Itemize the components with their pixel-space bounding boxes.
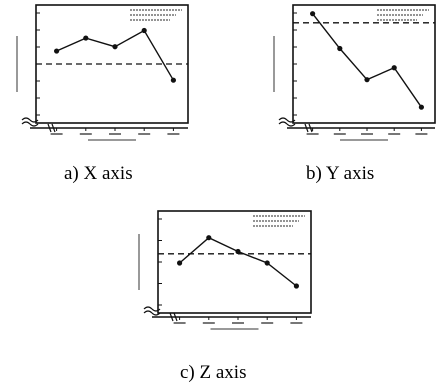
data-point <box>141 27 147 34</box>
axis-break-mark <box>143 306 161 312</box>
data-point <box>83 35 89 41</box>
axis-break-mark <box>169 312 178 322</box>
data-point <box>310 11 316 17</box>
x-tick-label-mark <box>290 322 303 324</box>
x-tick-label-mark <box>333 133 346 135</box>
x-tick-label-mark <box>202 322 215 324</box>
x-tick-label-mark <box>232 322 244 324</box>
data-point <box>206 235 212 241</box>
y-axis-label-mark <box>16 36 18 92</box>
chart-z-axis <box>138 210 312 330</box>
data-point <box>293 283 299 289</box>
axis-break-mark <box>278 117 296 123</box>
data-point <box>418 104 424 110</box>
axis-break-mark <box>143 310 161 316</box>
x-axis-label-mark <box>340 139 388 141</box>
x-tick-label-mark <box>388 133 401 135</box>
legend <box>377 9 429 21</box>
y-axis-label-mark <box>273 36 275 92</box>
x-axis-label-mark <box>210 328 259 330</box>
series-line <box>312 13 422 108</box>
x-tick-label-mark <box>415 133 428 135</box>
caption-y-axis: b) Y axis <box>306 163 375 184</box>
data-point <box>364 77 370 83</box>
legend <box>253 215 305 227</box>
axis-break-mark <box>304 123 313 133</box>
data-point <box>264 260 270 266</box>
chart-panel-x <box>0 0 200 141</box>
chart-y-axis <box>273 4 436 141</box>
x-tick-label-mark <box>167 133 180 135</box>
axis-break-mark <box>278 121 296 127</box>
axis-break-mark <box>21 117 39 123</box>
data-point <box>391 65 397 71</box>
chart-panel-z <box>125 205 315 350</box>
axis-break-mark <box>21 121 39 127</box>
data-point <box>170 77 176 83</box>
y-axis-label-mark <box>138 234 140 290</box>
chart-panel-y <box>252 0 441 141</box>
x-tick-label-mark <box>306 133 319 135</box>
data-point <box>177 260 183 266</box>
x-axis-label-mark <box>88 139 136 141</box>
legend <box>130 9 182 21</box>
x-tick-label-mark <box>79 133 92 135</box>
data-point <box>54 48 60 54</box>
series-line <box>56 29 175 81</box>
chart-x-axis <box>16 4 189 141</box>
x-tick-label-mark <box>361 133 373 135</box>
caption-x-axis: a) X axis <box>64 163 133 184</box>
x-tick-label-mark <box>173 322 186 324</box>
data-point <box>235 248 241 255</box>
x-tick-label-mark <box>138 133 151 135</box>
axis-break-mark <box>47 123 56 133</box>
series-line <box>179 236 297 287</box>
caption-z-axis: c) Z axis <box>180 362 247 383</box>
x-tick-label-mark <box>50 133 63 135</box>
data-point <box>337 45 343 52</box>
data-point <box>112 44 118 50</box>
x-tick-label-mark <box>261 322 274 324</box>
x-tick-label-mark <box>109 133 121 135</box>
